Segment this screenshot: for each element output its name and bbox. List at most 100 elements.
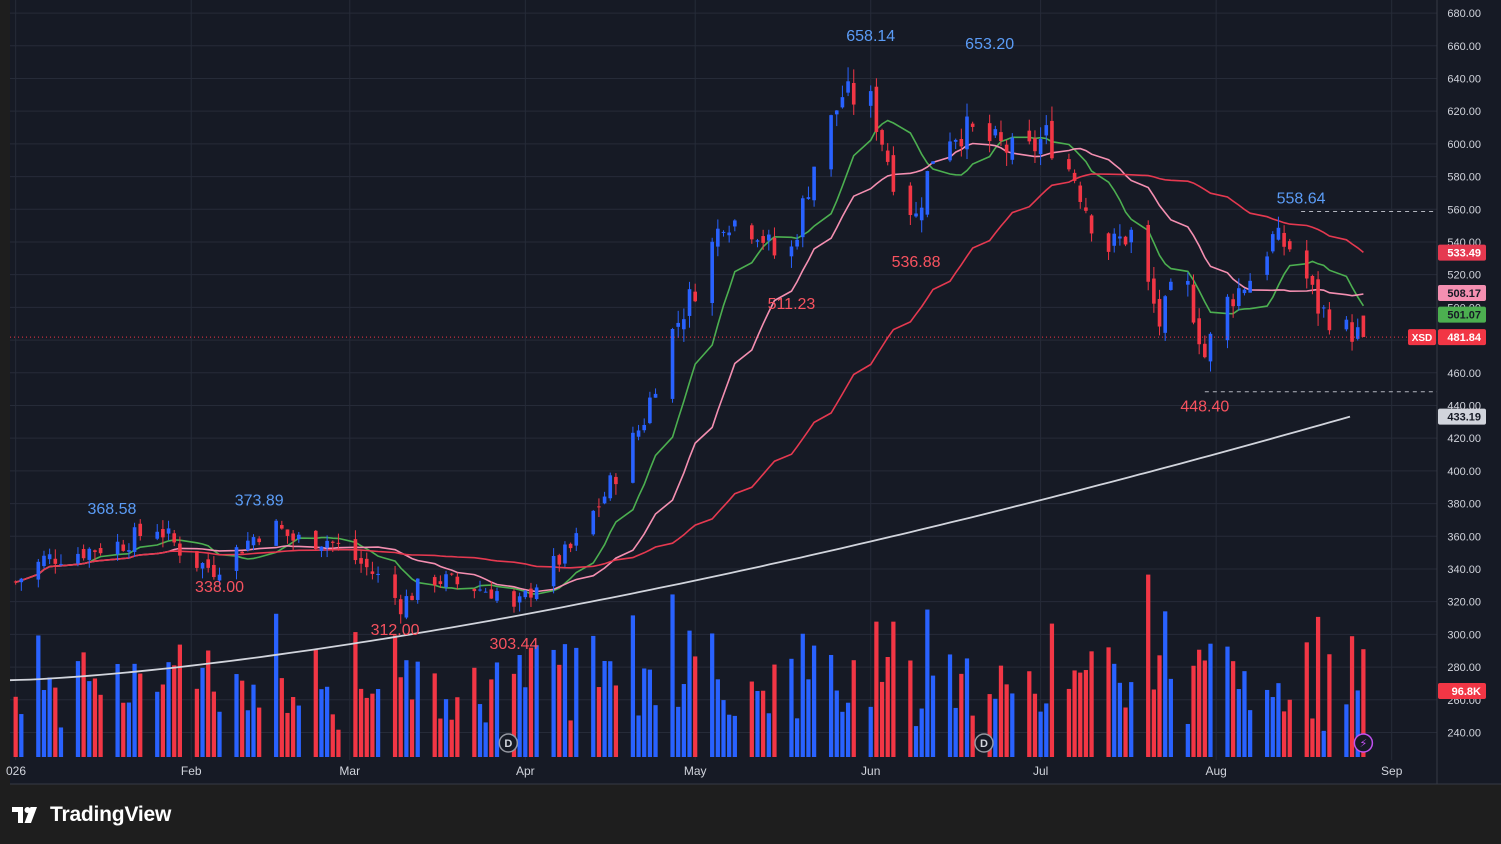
candle-body xyxy=(1248,280,1252,293)
candle-body xyxy=(444,574,448,588)
candle-body xyxy=(200,563,205,569)
candle xyxy=(948,132,952,163)
candle xyxy=(999,120,1003,146)
candle-body xyxy=(432,577,437,586)
candle-body xyxy=(166,528,171,534)
candle-body xyxy=(296,534,301,540)
candle-body xyxy=(1231,299,1235,307)
candle xyxy=(812,166,816,207)
ma-badge-text: 508.17 xyxy=(1447,288,1481,300)
candle xyxy=(1050,106,1054,160)
volume-bar xyxy=(879,681,885,757)
candle-body xyxy=(948,141,952,161)
candle-body xyxy=(806,197,811,199)
x-tick-label: Apr xyxy=(516,764,535,778)
candle xyxy=(364,552,369,576)
candle xyxy=(93,549,97,562)
volume-bar xyxy=(670,594,675,757)
volume-bar xyxy=(13,696,18,757)
volume-bar xyxy=(998,665,1004,757)
volume-bar xyxy=(874,621,879,757)
volume-bar xyxy=(1112,663,1117,757)
price-chart[interactable]: 240.00260.00280.00300.00320.00340.00360.… xyxy=(0,0,1501,790)
volume-bar xyxy=(749,681,754,757)
candle xyxy=(1044,115,1049,145)
volume-bar xyxy=(794,718,800,757)
candle xyxy=(81,544,86,561)
candle-body xyxy=(755,240,760,242)
volume-bar xyxy=(608,661,613,757)
candle-body xyxy=(178,543,182,556)
volume-bar xyxy=(370,693,375,757)
candle xyxy=(1197,308,1201,355)
candle-body xyxy=(953,139,958,142)
candle-body xyxy=(1010,137,1015,160)
y-tick-label: 460.00 xyxy=(1447,368,1481,380)
volume-bar xyxy=(1248,710,1253,757)
candle-body xyxy=(1050,120,1054,159)
candle-body xyxy=(206,559,210,568)
volume-bar xyxy=(727,714,732,757)
candle xyxy=(178,536,182,564)
candle xyxy=(931,161,935,165)
volume-bar xyxy=(160,684,166,757)
candle xyxy=(716,219,720,257)
volume-bar xyxy=(319,689,324,757)
symbol-tag: XSD xyxy=(1412,333,1433,344)
candle xyxy=(87,547,92,568)
candle xyxy=(1186,272,1190,297)
candle xyxy=(925,170,930,218)
volume-bar xyxy=(811,645,817,757)
candle-body xyxy=(87,548,92,560)
candle-body xyxy=(353,539,358,561)
candle-body xyxy=(868,91,873,106)
candle-body xyxy=(812,166,816,201)
volume-bar xyxy=(324,686,330,757)
candle-body xyxy=(1282,232,1286,247)
y-tick-label: 620.00 xyxy=(1447,106,1481,118)
candle-body xyxy=(682,319,686,330)
candle xyxy=(800,195,805,248)
volume-bar xyxy=(1287,699,1292,757)
candle xyxy=(217,567,222,588)
volume-badge-bg xyxy=(1438,683,1486,699)
plot-background xyxy=(10,0,1501,784)
volume-bar xyxy=(1072,670,1077,757)
candle-body xyxy=(376,573,380,576)
candle xyxy=(115,533,120,561)
volume-bar xyxy=(336,729,341,757)
candle-body xyxy=(319,546,324,551)
candle-body xyxy=(1163,296,1167,333)
volume-bar xyxy=(840,711,845,757)
volume-bar xyxy=(1304,642,1309,757)
volume-bar xyxy=(47,677,52,757)
candle-body xyxy=(517,596,522,603)
volume-bar xyxy=(1010,693,1015,757)
candle xyxy=(614,473,618,495)
candle-body xyxy=(670,328,675,399)
candle xyxy=(840,85,845,109)
candle xyxy=(166,520,171,541)
volume-bar xyxy=(1185,723,1190,757)
candle xyxy=(1072,169,1077,184)
ma-badge-bg xyxy=(1438,244,1486,261)
candle-body xyxy=(574,533,579,546)
candle xyxy=(693,283,697,303)
volume-bar xyxy=(279,678,284,757)
x-tick-label: 026 xyxy=(6,764,26,778)
candle xyxy=(795,234,799,250)
price-annotation: 448.40 xyxy=(1180,399,1229,416)
candle-body xyxy=(53,558,58,564)
candle xyxy=(597,498,601,518)
volume-bar xyxy=(432,673,437,757)
volume-bar xyxy=(511,673,517,757)
y-tick-label: 580.00 xyxy=(1447,172,1481,184)
candle xyxy=(653,388,658,398)
price-annotation: 368.58 xyxy=(87,501,136,518)
volume-bar xyxy=(234,674,239,757)
candle-body xyxy=(280,525,284,529)
candle xyxy=(1231,293,1235,318)
volume-bar xyxy=(1078,672,1083,757)
tradingview-logo-icon xyxy=(12,807,37,823)
